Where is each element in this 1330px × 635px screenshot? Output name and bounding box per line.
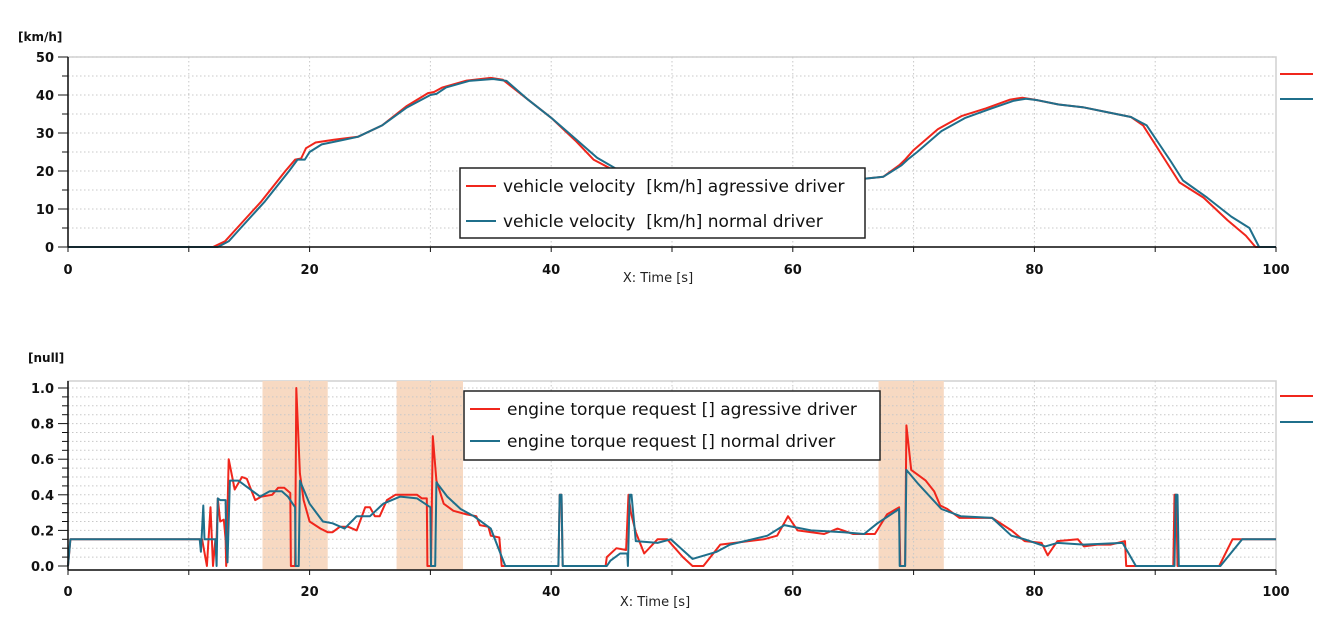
x-tick-label: 20 — [301, 585, 319, 600]
legend-entry-aggressive: engine torque request [] agressive drive… — [507, 400, 857, 420]
x-tick-label: 0 — [63, 263, 72, 278]
y-tick-label: 10 — [36, 203, 54, 218]
legend: vehicle velocity [km/h] agressive driver… — [459, 167, 866, 239]
x-tick-label: 60 — [784, 585, 802, 600]
legend-entry-aggressive: vehicle velocity [km/h] agressive driver — [503, 177, 844, 197]
x-tick-label: 100 — [1262, 585, 1289, 600]
y-tick-label: 30 — [36, 127, 54, 142]
y-tick-label: 0.2 — [31, 524, 54, 539]
legend-entry-normal: vehicle velocity [km/h] normal driver — [503, 212, 823, 232]
x-tick-label: 20 — [301, 263, 319, 278]
series-line-normal — [67, 468, 1276, 567]
x-tick-label: 80 — [1025, 263, 1043, 278]
y-tick-label: 1.0 — [31, 382, 54, 397]
x-tick-label: 0 — [63, 585, 72, 600]
x-axis-label: X: Time [s] — [623, 271, 693, 286]
y-tick-label: 0 — [45, 241, 54, 256]
x-tick-label: 40 — [542, 263, 560, 278]
x-axis-label: X: Time [s] — [620, 595, 690, 610]
velocity-plot: 0 10 20 30 40 50 0 20 40 60 80 100 [km/h] X: Time [… — [18, 30, 1313, 286]
y-unit-label: [km/h] — [18, 30, 62, 44]
y-tick-label: 20 — [36, 165, 54, 180]
y-tick-label: 50 — [36, 51, 54, 66]
legend: engine torque request [] agressive drive… — [463, 390, 881, 461]
x-tick-label: 80 — [1025, 585, 1043, 600]
torque-plot: 0.0 0.2 0.4 0.6 0.8 1.0 0 20 40 60 80 100 [null] X:… — [28, 351, 1313, 610]
x-tick-label: 100 — [1262, 263, 1289, 278]
legend-entry-normal: engine torque request [] normal driver — [507, 432, 835, 452]
y-tick-label: 0.0 — [31, 560, 54, 575]
y-unit-label: [null] — [28, 351, 64, 365]
x-tick-label: 60 — [784, 263, 802, 278]
y-tick-label: 0.4 — [31, 489, 54, 504]
y-tick-label: 40 — [36, 89, 54, 104]
y-tick-label: 0.8 — [31, 418, 54, 433]
x-tick-label: 40 — [542, 585, 560, 600]
y-tick-label: 0.6 — [31, 453, 54, 468]
